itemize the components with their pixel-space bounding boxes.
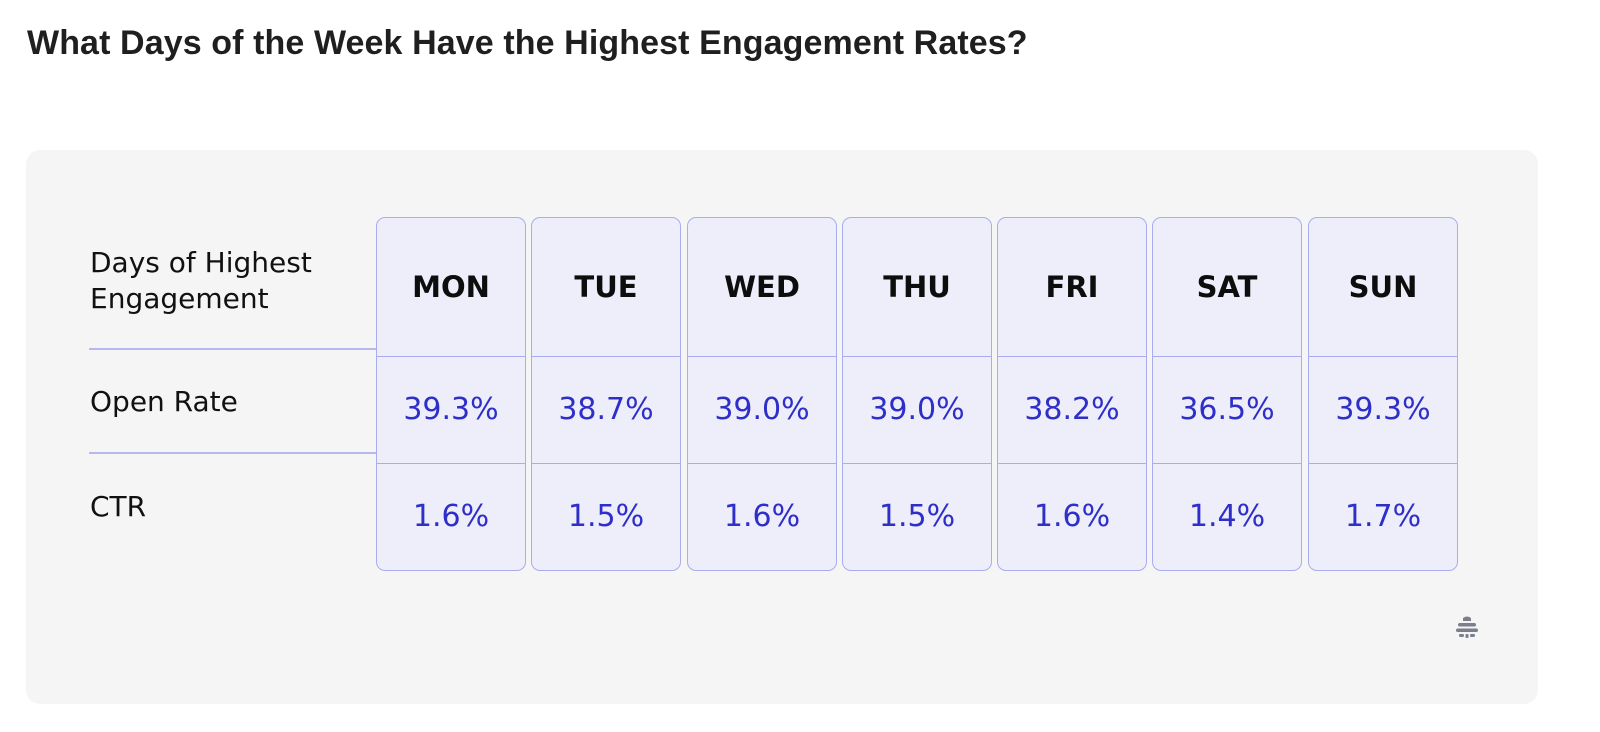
row-divider <box>89 348 377 350</box>
cell-divider <box>1153 356 1301 357</box>
ctr-row-label: CTR <box>90 490 147 523</box>
cell-divider <box>843 356 991 357</box>
open-rate-cell: 38.7% <box>558 392 654 427</box>
header-row-label-line-1: Days of Highest <box>90 246 312 279</box>
header-row-label: Days of Highest Engagement <box>90 245 312 317</box>
cell-divider <box>688 463 836 464</box>
day-column-wed: WED 39.0% 1.6% <box>687 217 837 571</box>
day-header: SAT <box>1196 270 1258 304</box>
cell-divider <box>1309 463 1457 464</box>
cell-divider <box>843 463 991 464</box>
cell-divider <box>1309 356 1457 357</box>
open-rate-cell: 39.3% <box>403 392 499 427</box>
day-column-tue: TUE 38.7% 1.5% <box>531 217 681 571</box>
day-column-mon: MON 39.3% 1.6% <box>376 217 526 571</box>
open-rate-cell: 36.5% <box>1179 392 1275 427</box>
ctr-cell: 1.5% <box>567 499 645 534</box>
day-column-sat: SAT 36.5% 1.4% <box>1152 217 1302 571</box>
ctr-cell: 1.5% <box>878 499 956 534</box>
open-rate-cell: 39.0% <box>869 392 965 427</box>
day-header: MON <box>412 270 490 304</box>
day-column-sun: SUN 39.3% 1.7% <box>1308 217 1458 571</box>
open-rate-row-label: Open Rate <box>90 385 238 418</box>
page-title: What Days of the Week Have the Highest E… <box>27 24 1028 62</box>
beehive-logo-icon <box>1456 616 1478 638</box>
ctr-cell: 1.4% <box>1188 499 1266 534</box>
ctr-cell: 1.6% <box>412 499 490 534</box>
open-rate-cell: 39.3% <box>1335 392 1431 427</box>
ctr-cell: 1.6% <box>1033 499 1111 534</box>
day-header: WED <box>724 270 800 304</box>
day-header: FRI <box>1045 270 1099 304</box>
ctr-cell: 1.7% <box>1344 499 1422 534</box>
day-header: TUE <box>574 270 638 304</box>
cell-divider <box>377 356 525 357</box>
day-header: SUN <box>1348 270 1418 304</box>
day-column-thu: THU 39.0% 1.5% <box>842 217 992 571</box>
row-divider <box>89 452 377 454</box>
day-header: THU <box>883 270 951 304</box>
day-column-fri: FRI 38.2% 1.6% <box>997 217 1147 571</box>
cell-divider <box>532 463 680 464</box>
cell-divider <box>998 356 1146 357</box>
cell-divider <box>688 356 836 357</box>
ctr-cell: 1.6% <box>723 499 801 534</box>
open-rate-cell: 39.0% <box>714 392 810 427</box>
open-rate-cell: 38.2% <box>1024 392 1120 427</box>
header-row-label-line-2: Engagement <box>90 282 269 315</box>
cell-divider <box>532 356 680 357</box>
cell-divider <box>377 463 525 464</box>
cell-divider <box>1153 463 1301 464</box>
cell-divider <box>998 463 1146 464</box>
